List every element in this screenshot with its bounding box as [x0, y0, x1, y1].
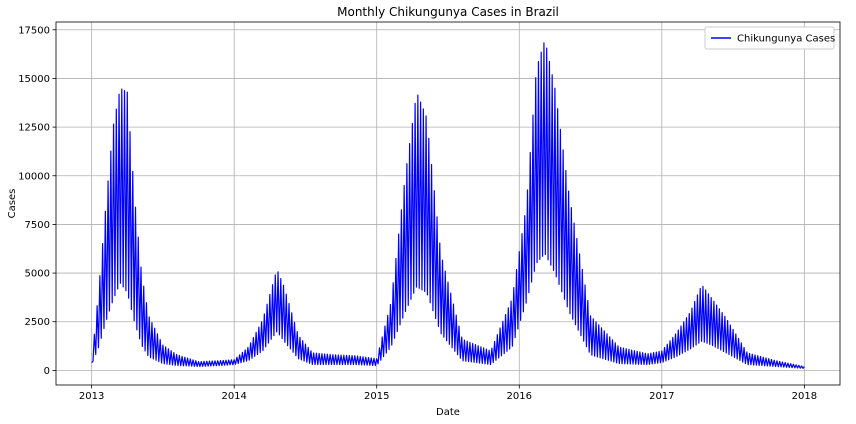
legend-label: Chikungunya Cases [737, 34, 835, 45]
y-tick-label: 10000 [18, 171, 50, 182]
axes-frame [55, 21, 841, 386]
x-tick-label: 2014 [221, 391, 246, 402]
y-axis-label: Cases [7, 189, 18, 219]
y-tick-label: 12500 [18, 123, 50, 134]
y-axis-ticks: 0 2500 5000 7500 10000 12500 15000 17500 [18, 25, 56, 377]
y-tick-label: 5000 [25, 269, 50, 280]
series-layer [91, 42, 805, 369]
x-tick-label: 2013 [79, 391, 104, 402]
x-tick-label: 2017 [649, 391, 674, 402]
x-axis-label: Date [436, 407, 460, 418]
grid [56, 22, 840, 385]
x-axis-ticks: 2013 2014 2015 2016 2017 2018 [79, 385, 817, 402]
chart-title: Monthly Chikungunya Cases in Brazil [337, 5, 559, 19]
y-tick-label: 7500 [25, 220, 50, 231]
x-tick-label: 2016 [507, 391, 532, 402]
y-tick-label: 0 [44, 366, 50, 377]
x-tick-label: 2015 [364, 391, 389, 402]
series-line-chikungunya [91, 42, 805, 369]
y-tick-label: 2500 [25, 317, 50, 328]
y-tick-label: 15000 [18, 74, 50, 85]
legend: Chikungunya Cases [704, 26, 835, 50]
legend-box [704, 26, 835, 50]
y-tick-label: 17500 [18, 25, 50, 36]
x-tick-label: 2018 [792, 391, 817, 402]
